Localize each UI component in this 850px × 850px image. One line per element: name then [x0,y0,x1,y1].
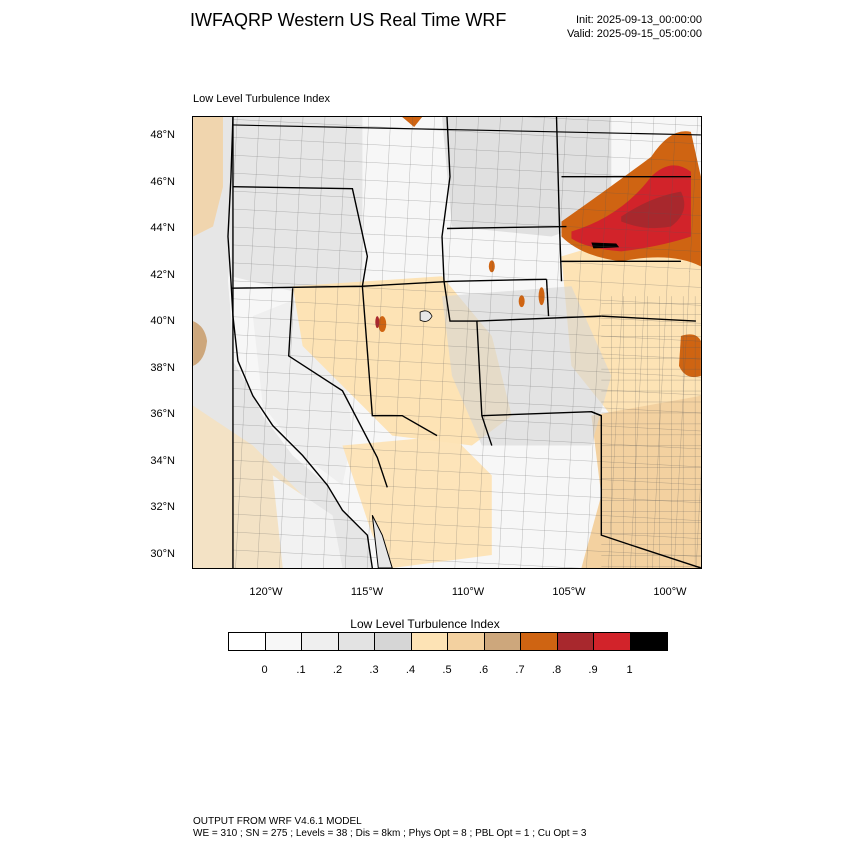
colorbar-swatch [484,633,521,650]
colorbar-tick-label: 1 [626,664,633,676]
lon-label-120w: 120°W [249,586,283,598]
colorbar-tick-label: .6 [478,664,489,676]
lat-label-44n: 44°N [150,222,175,234]
lat-label-34n: 34°N [150,455,175,467]
state-borders [230,117,701,568]
colorbar-swatch [448,633,485,650]
lat-label-32n: 32°N [150,501,175,513]
colorbar-tick-label: .8 [551,664,562,676]
colorbar-swatch [338,633,375,650]
colorbar-swatch [411,633,448,650]
colorbar-tick-label: .5 [442,664,452,676]
colorbar-tick-label: .3 [369,664,379,676]
lon-label-100w: 100°W [653,586,687,598]
lat-label-40n: 40°N [150,315,175,327]
time-info: Init: 2025-09-13_00:00:00 Valid: 2025-09… [567,13,702,41]
footer-config-line: WE = 310 ; SN = 275 ; Levels = 38 ; Dis … [193,828,587,839]
footer-model-line: OUTPUT FROM WRF V4.6.1 MODEL [193,816,362,827]
colorbar-tick-label: .1 [296,664,306,676]
lon-label-110w: 110°W [451,586,485,598]
colorbar [228,632,668,651]
map-title: IWFAQRP Western US Real Time WRF [190,10,507,30]
colorbar-swatch [594,633,631,650]
init-time: Init: 2025-09-13_00:00:00 [576,14,702,26]
colorbar-swatch [265,633,302,650]
canada-border [232,124,701,136]
lat-label-48n: 48°N [150,129,175,141]
lat-label-42n: 42°N [150,269,175,281]
county-mesh-east [601,296,701,568]
colorbar-swatch [630,633,667,650]
colorbar-swatch [302,633,339,650]
map-panel [192,116,702,569]
colorbar-tick-label: .2 [332,664,343,676]
colorbar-title: Low Level Turbulence Index [350,617,500,631]
lat-label-46n: 46°N [150,176,175,188]
ocean-tan-strip [193,117,223,237]
colorbar-swatch [557,633,594,650]
colorbar-swatch [521,633,558,650]
lat-label-36n: 36°N [150,408,175,420]
model-footer: OUTPUT FROM WRF V4.6.1 MODEL WE = 310 ; … [193,816,586,840]
lat-label-30n: 30°N [150,548,175,560]
colorbar-swatch [229,633,266,650]
lon-label-105w: 105°W [552,586,586,598]
lon-label-115w: 115°W [350,586,384,598]
colorbar-swatch [375,633,412,650]
great-salt-lake [419,310,433,322]
valid-time: Valid: 2025-09-15_05:00:00 [567,28,702,40]
ocean-tan-blob [193,321,208,366]
lat-label-38n: 38°N [150,362,175,374]
colorbar-tick-label: .9 [588,664,598,676]
colorbar-tick-label: .7 [515,664,525,676]
colorbar-tick-label: .4 [405,664,416,676]
field-label: Low Level Turbulence Index [193,93,330,105]
gulf-of-california [371,515,393,568]
colorbar-tick-label: 0 [261,664,268,676]
coastline [227,117,374,568]
